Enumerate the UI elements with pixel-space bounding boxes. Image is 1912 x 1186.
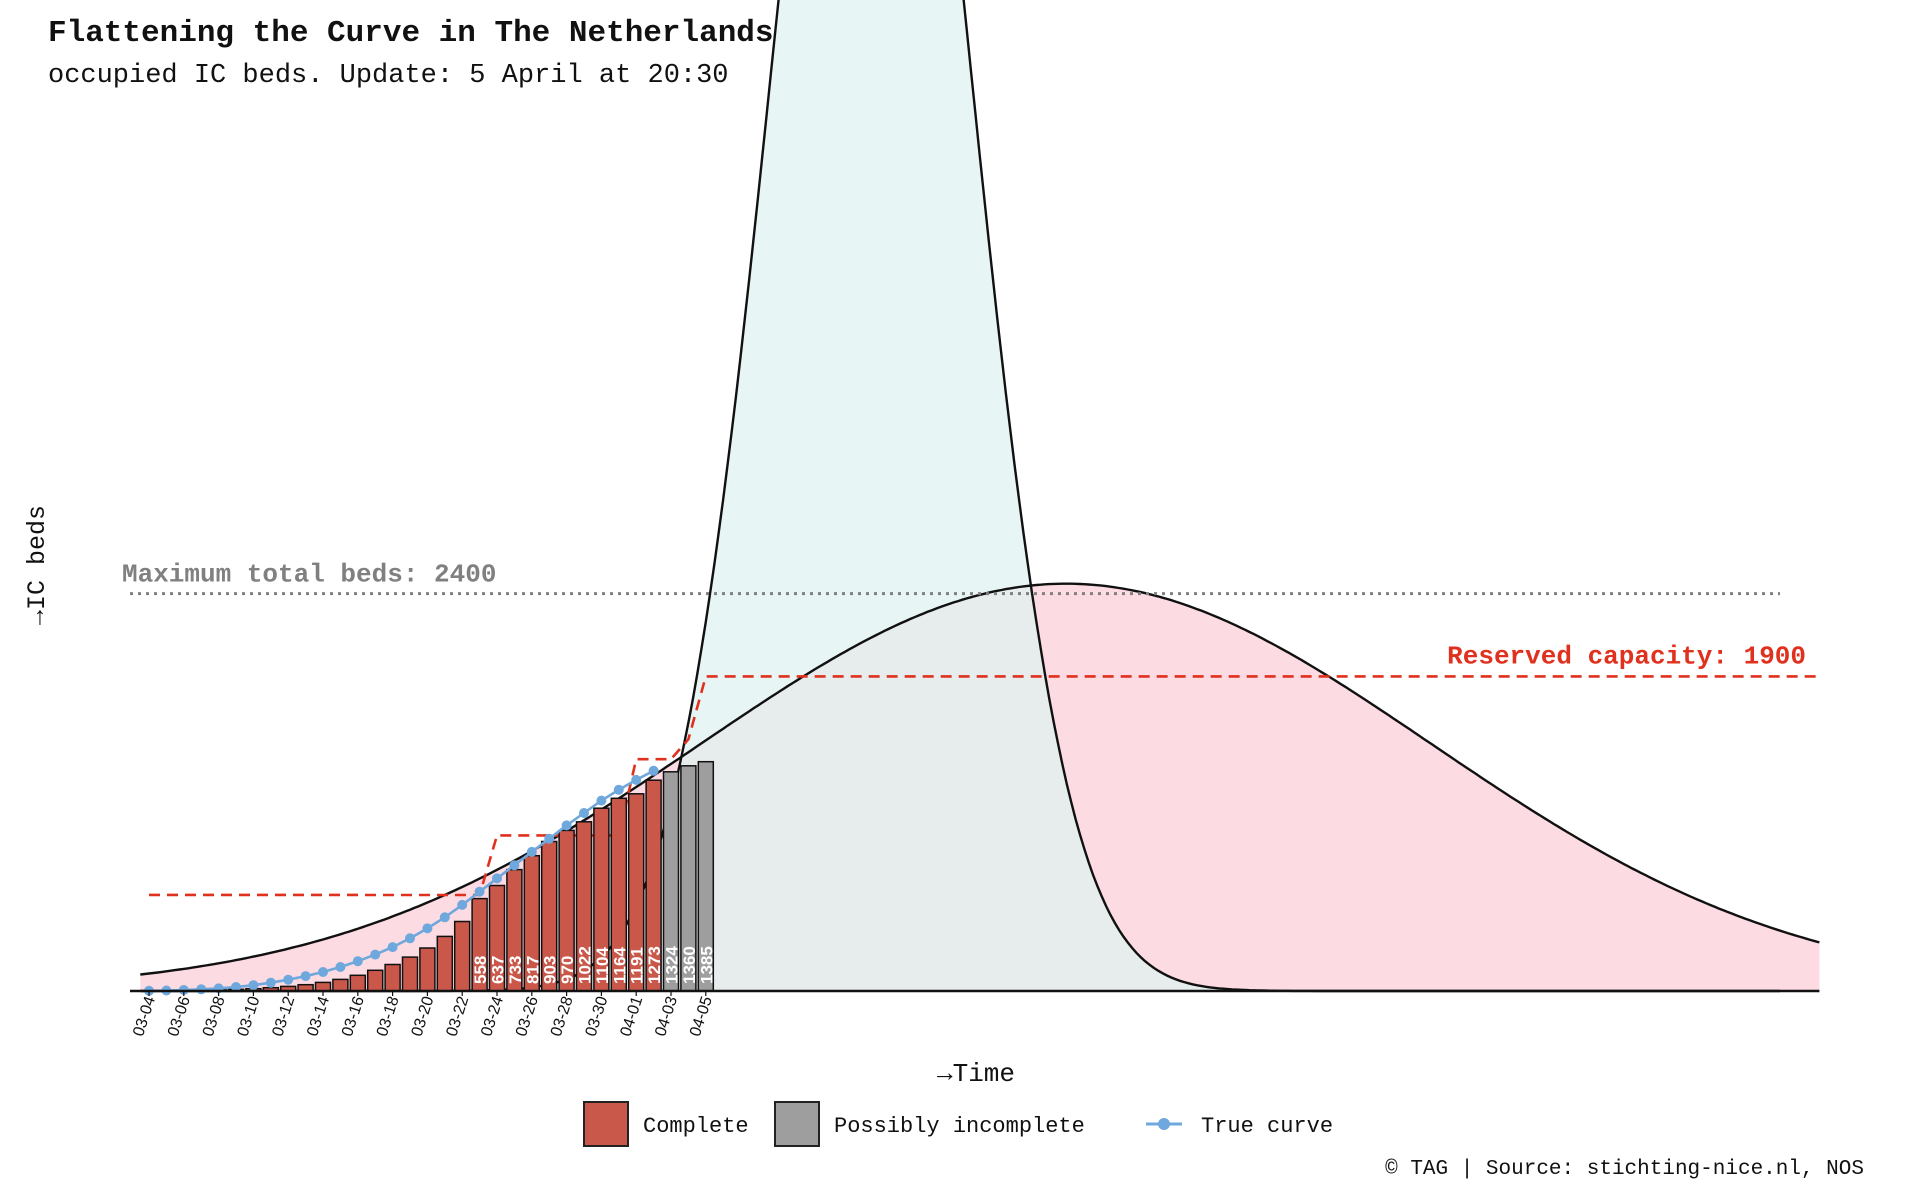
x-tick-label-03-16: 03-16 (339, 994, 368, 1038)
true-curve-point-04-02 (648, 765, 659, 776)
legend-swatch-incomplete (774, 1101, 820, 1147)
true-curve-point-03-26 (526, 846, 537, 857)
true-curve-point-03-19 (405, 933, 415, 944)
x-axis: 03-04 03-06 03-08 03-10 03-12 03-14 03-16 03-18… (130, 989, 1780, 1039)
x-tick-label-03-22: 03-22 (443, 994, 472, 1038)
bar-03-16 (349, 974, 367, 992)
true-curve-point-03-14 (318, 967, 328, 977)
bar-03-20 (419, 947, 436, 992)
max-beds-label: Maximum total beds: 2400 (122, 560, 496, 590)
legend-swatch-complete (583, 1101, 629, 1147)
x-tick-label-03-14: 03-14 (304, 994, 333, 1038)
true-curve-point-03-07 (196, 984, 207, 995)
true-curve-point-03-28 (561, 820, 572, 831)
bar-03-22 (453, 920, 471, 992)
x-tick-label-03-18: 03-18 (374, 994, 403, 1038)
true-curve-point-03-10 (248, 980, 259, 991)
bar-label-03-31: 1164 (610, 947, 629, 984)
true-curve-point-03-12 (283, 974, 294, 985)
bar-label-03-26: 817 (523, 956, 542, 984)
unflattened-curve-area (140, 0, 1820, 991)
bar-label-04-01: 1191 (628, 947, 647, 984)
x-tick-label-04-05: 04-05 (687, 994, 716, 1038)
bar-label-04-03: 1324 (663, 946, 682, 984)
bar-label-04-05: 1385 (697, 946, 716, 984)
bar-label-03-27: 903 (541, 956, 560, 984)
chart-subtitle: occupied IC beds. Update: 5 April at 20:… (48, 61, 729, 91)
bar-03-14 (314, 981, 332, 992)
true-curve-point-03-31 (613, 784, 624, 795)
x-tick-label-03-08: 03-08 (200, 994, 229, 1038)
true-curve-point-03-24 (492, 873, 502, 884)
bar-label-03-23: 558 (471, 956, 490, 984)
x-tick-label-04-01: 04-01 (617, 994, 646, 1038)
true-curve-point-03-23 (474, 886, 485, 897)
bar-label-03-25: 733 (506, 956, 525, 984)
legend-label-complete: Complete (643, 1114, 749, 1139)
x-tick-label-03-30: 03-30 (583, 994, 612, 1038)
true-curve-point-03-27 (544, 833, 555, 844)
bar-label-03-29: 1022 (576, 946, 595, 984)
bar-03-21 (436, 935, 454, 992)
true-curve-point-03-11 (265, 977, 276, 988)
bar-label-04-02: 1273 (645, 946, 664, 984)
bar-layer: 5586377338179039701022110411641191127313… (140, 760, 716, 992)
x-tick-label-03-10: 03-10 (235, 994, 264, 1038)
true-curve-point-03-18 (387, 942, 398, 953)
legend-label-incomplete: Possibly incomplete (834, 1114, 1085, 1139)
true-curve-point-03-17 (370, 949, 381, 960)
true-curve-point-03-16 (352, 956, 363, 967)
true-curve-point-03-21 (439, 912, 450, 923)
true-curve-point-03-15 (335, 962, 346, 972)
bar-label-04-04: 1360 (680, 946, 699, 984)
bar-03-19 (401, 956, 419, 992)
true-curve-point-03-13 (300, 971, 311, 982)
true-curve-point-04-01 (631, 774, 642, 785)
legend: Complete Possibly incomplete True curve (583, 1101, 1333, 1147)
x-tick-label-03-06: 03-06 (165, 994, 194, 1038)
bar-03-18 (384, 963, 401, 992)
bar-label-03-30: 1104 (593, 947, 612, 984)
x-tick-label-03-04: 03-04 (130, 994, 159, 1038)
source-credit: © TAG | Source: stichting-nice.nl, NOS (1385, 1158, 1864, 1181)
bar-03-17 (366, 969, 384, 992)
y-axis-label: →IC beds (23, 505, 52, 625)
true-curve-point-03-22 (457, 899, 468, 910)
reserved-capacity-label: Reserved capacity: 1900 (1447, 641, 1806, 671)
true-curve-point-03-09 (231, 982, 241, 992)
reference-lines-layer (130, 592, 1820, 897)
x-tick-label-03-24: 03-24 (478, 994, 507, 1038)
legend-label-true-curve: True curve (1201, 1114, 1333, 1139)
bar-label-03-28: 970 (558, 956, 577, 984)
true-curve-point-03-25 (509, 860, 520, 871)
area-layer (140, 0, 1820, 993)
reserved-capacity-line (148, 675, 1820, 897)
bar-03-15 (332, 978, 349, 992)
chart-title: Flattening the Curve in The Netherlands (48, 16, 774, 51)
x-tick-label-03-28: 03-28 (548, 994, 577, 1038)
legend-swatch-true-curve-dot (1158, 1118, 1170, 1130)
true-curve-point-03-20 (422, 923, 433, 934)
x-tick-label-04-03: 04-03 (652, 994, 681, 1038)
x-tick-label-03-26: 03-26 (513, 994, 542, 1038)
x-axis-label: →Time (937, 1059, 1015, 1089)
x-tick-label-03-12: 03-12 (269, 994, 298, 1038)
true-curve-point-03-29 (579, 808, 589, 818)
x-tick-label-03-20: 03-20 (409, 994, 438, 1038)
bar-label-03-24: 637 (489, 956, 508, 984)
true-curve-point-03-30 (596, 795, 607, 806)
